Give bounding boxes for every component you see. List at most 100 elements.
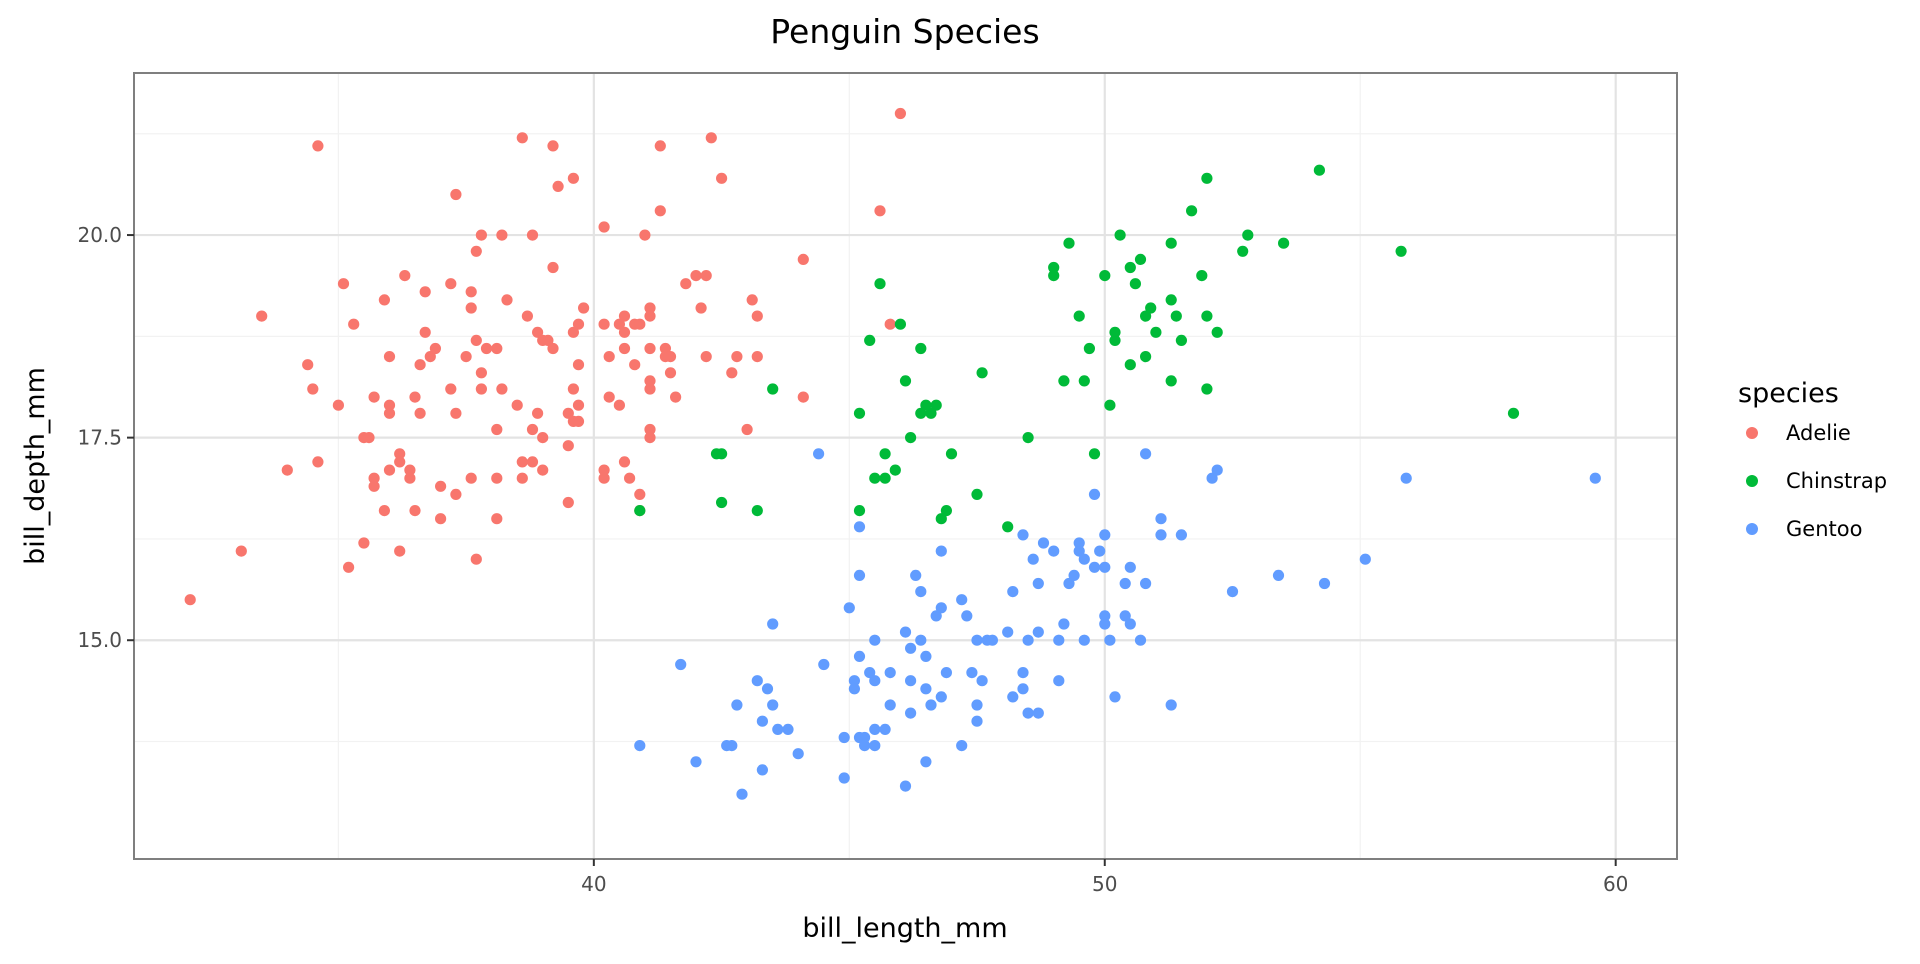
- point-adelie: [429, 342, 441, 355]
- point-chinstrap: [767, 383, 779, 395]
- point-adelie: [547, 261, 559, 274]
- point-adelie: [465, 286, 477, 298]
- point-adelie: [383, 407, 396, 419]
- point-gentoo: [971, 715, 983, 727]
- point-gentoo: [935, 545, 947, 557]
- point-chinstrap: [1165, 237, 1177, 249]
- point-adelie: [475, 229, 487, 241]
- point-adelie: [491, 423, 503, 436]
- point-gentoo: [838, 772, 850, 784]
- point-gentoo: [971, 699, 983, 711]
- point-adelie: [394, 545, 406, 557]
- point-chinstrap: [1140, 310, 1152, 322]
- point-gentoo: [1211, 464, 1223, 476]
- point-gentoo: [782, 723, 794, 736]
- point-adelie: [475, 383, 487, 395]
- point-chinstrap: [1150, 326, 1162, 338]
- point-adelie: [562, 407, 574, 419]
- point-chinstrap: [864, 334, 876, 346]
- point-gentoo: [1094, 545, 1106, 557]
- point-gentoo: [1078, 634, 1090, 646]
- point-adelie: [378, 294, 390, 306]
- point-adelie: [572, 318, 585, 330]
- point-adelie: [424, 351, 436, 363]
- point-chinstrap: [1165, 375, 1177, 387]
- point-adelie: [404, 472, 416, 484]
- point-adelie: [496, 383, 508, 395]
- point-chinstrap: [1099, 270, 1111, 282]
- point-chinstrap: [920, 399, 932, 411]
- point-chinstrap: [1104, 399, 1116, 411]
- point-adelie: [526, 423, 539, 436]
- point-chinstrap: [935, 513, 947, 525]
- point-gentoo: [905, 642, 917, 654]
- point-chinstrap: [879, 448, 891, 460]
- point-gentoo: [1134, 634, 1147, 646]
- point-chinstrap: [1242, 229, 1254, 241]
- point-adelie: [884, 318, 896, 330]
- point-chinstrap: [1109, 334, 1121, 346]
- point-gentoo: [935, 691, 947, 703]
- x-tick-label: 60: [1603, 872, 1628, 896]
- legend-label-chinstrap: Chinstrap: [1786, 469, 1887, 493]
- point-gentoo: [859, 740, 871, 752]
- point-adelie: [496, 229, 508, 241]
- point-adelie: [516, 456, 528, 468]
- point-gentoo: [1073, 545, 1085, 557]
- point-adelie: [598, 221, 610, 233]
- point-gentoo: [884, 667, 896, 679]
- point-adelie: [578, 302, 590, 314]
- point-gentoo: [1104, 634, 1116, 646]
- y-tick-label: 17.5: [77, 426, 122, 450]
- point-gentoo: [859, 731, 871, 744]
- point-gentoo: [634, 740, 646, 752]
- point-gentoo: [1359, 553, 1371, 565]
- point-chinstrap: [976, 367, 988, 379]
- point-gentoo: [905, 707, 917, 719]
- point-adelie: [644, 302, 656, 314]
- point-gentoo: [1053, 634, 1065, 646]
- point-chinstrap: [1201, 172, 1213, 184]
- point-adelie: [281, 464, 293, 476]
- point-adelie: [547, 140, 559, 152]
- point-gentoo: [813, 448, 825, 460]
- x-tick-label: 40: [581, 872, 606, 896]
- point-chinstrap: [869, 472, 881, 484]
- point-adelie: [644, 383, 656, 395]
- point-gentoo: [1119, 577, 1131, 590]
- point-adelie: [572, 415, 585, 427]
- point-gentoo: [1032, 707, 1044, 719]
- point-gentoo: [731, 699, 743, 711]
- point-adelie: [654, 205, 666, 217]
- point-adelie: [659, 342, 672, 355]
- point-adelie: [552, 180, 564, 192]
- point-adelie: [404, 464, 416, 476]
- point-chinstrap: [925, 407, 937, 419]
- point-gentoo: [1063, 577, 1075, 590]
- point-gentoo: [899, 626, 912, 638]
- point-chinstrap: [1022, 432, 1034, 444]
- point-gentoo: [1099, 610, 1111, 622]
- point-gentoo: [1058, 618, 1070, 630]
- point-adelie: [690, 270, 702, 282]
- x-axis-ticks: 40 50 60: [581, 859, 1628, 896]
- point-adelie: [516, 472, 528, 484]
- point-adelie: [572, 399, 585, 411]
- point-adelie: [629, 359, 641, 371]
- point-gentoo: [1048, 545, 1060, 557]
- point-chinstrap: [879, 472, 891, 484]
- point-adelie: [624, 472, 636, 484]
- point-chinstrap: [853, 407, 866, 419]
- point-gentoo: [792, 748, 804, 760]
- point-adelie: [501, 294, 513, 306]
- point-chinstrap: [1278, 237, 1290, 249]
- point-adelie: [731, 351, 743, 363]
- point-adelie: [598, 318, 610, 330]
- point-chinstrap: [915, 407, 927, 419]
- point-gentoo: [966, 667, 978, 679]
- point-adelie: [491, 513, 503, 525]
- point-gentoo: [925, 699, 937, 711]
- y-axis-ticks: 15.0 17.5 20.0: [77, 223, 134, 652]
- point-adelie: [644, 423, 656, 436]
